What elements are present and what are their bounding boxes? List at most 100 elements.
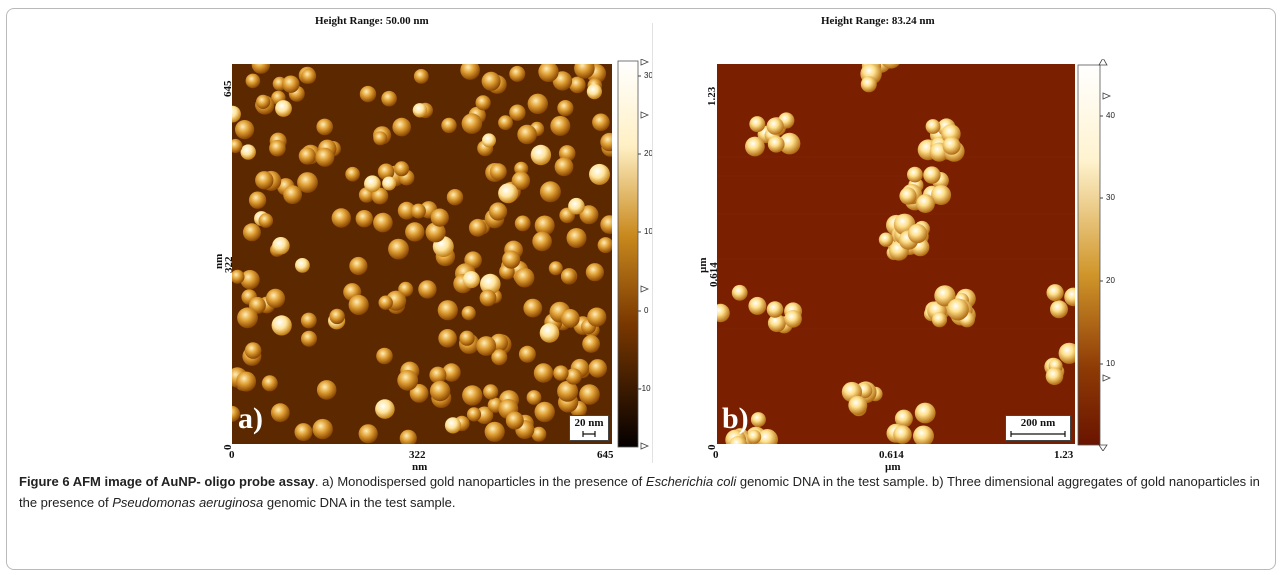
panel-a-particle <box>568 197 585 215</box>
panel-b-particle <box>748 296 767 315</box>
panel-a-particle <box>509 65 526 82</box>
panel-a-particle <box>509 104 526 121</box>
panel-a-particle <box>378 295 393 310</box>
panel-a-particle <box>256 94 271 109</box>
panel-a-particle <box>461 306 476 321</box>
panel-a-particle <box>315 147 335 167</box>
panel-a-particle <box>589 163 610 185</box>
panel-a-particle <box>505 411 524 430</box>
panel-a-particle <box>430 208 449 227</box>
panel-a-particle <box>534 215 555 236</box>
panel-a-particle <box>301 330 317 347</box>
caption-text-1: . a) Monodispersed gold nanoparticles in… <box>314 474 646 489</box>
panel-a-particle <box>261 375 278 392</box>
panel-a-particle <box>375 399 395 419</box>
panel-a-particle <box>301 68 317 84</box>
panel-a-particle <box>425 222 446 243</box>
panel-b-particle <box>750 412 766 428</box>
panel-b-x-left: 0 <box>713 449 719 461</box>
panel-a-particle <box>539 323 560 343</box>
panel-b-particle <box>907 166 923 183</box>
panel-b-particle <box>767 135 785 153</box>
panel-a-particle <box>569 76 586 94</box>
panel-a-particle <box>539 181 561 203</box>
panel-a-particle <box>561 268 577 284</box>
panel-a-particle <box>530 144 552 166</box>
panel-a-particle <box>248 191 267 209</box>
panel-a-cb-tick-10: 10 <box>644 227 653 236</box>
panel-a-particle <box>586 84 602 100</box>
panel-b-particle <box>756 429 778 444</box>
panel-b-cb-tick-40: 40 <box>1106 111 1115 120</box>
panel-a-particle <box>566 228 587 248</box>
panel-a-cb-tick-30: 30 <box>644 71 653 80</box>
panel-a-particle <box>438 329 457 348</box>
panel-a-particle <box>597 237 612 254</box>
panel-a-scale-line <box>582 431 596 437</box>
panel-b-x-right: 1.23 <box>1054 449 1074 461</box>
panel-b-particle <box>946 298 969 321</box>
panel-b-particle <box>731 284 748 301</box>
panel-a-particle <box>373 212 393 233</box>
panel-a-particle <box>394 161 410 177</box>
panel-b-particle <box>1045 367 1064 386</box>
panel-a-particle <box>282 75 300 93</box>
panel-a-particle <box>345 166 360 182</box>
panel-a-particle <box>232 138 243 154</box>
panel-b-particle <box>1050 300 1068 319</box>
panel-b-particle <box>729 436 748 444</box>
panel-b-particle <box>899 187 917 205</box>
panel-a-particle <box>538 64 559 82</box>
panel-b-particle <box>747 429 762 444</box>
panel-a-particle <box>275 100 292 117</box>
panel-a-particle <box>255 171 274 190</box>
panel-b-particle <box>916 194 935 214</box>
panel-a-particle <box>527 93 548 114</box>
panel-a-particle <box>531 426 547 442</box>
panel-a-particle <box>242 223 261 242</box>
panel-b-particle <box>925 119 941 134</box>
panel-a-particle <box>526 390 542 405</box>
panel-a-particle <box>514 267 535 288</box>
panel-b-particle <box>745 136 765 157</box>
panel-a-particle <box>459 330 475 346</box>
panel-a-particle <box>240 270 260 290</box>
panel-a-particle <box>600 132 612 152</box>
panel-a-particle <box>462 385 483 406</box>
panel-a-particle <box>444 417 462 434</box>
panel-a-particle <box>483 384 499 400</box>
panel-b-letter: b) <box>722 402 749 435</box>
panel-a-particle <box>579 384 600 405</box>
panel-a-particle <box>294 423 313 442</box>
panel-a-particle <box>429 380 451 402</box>
panel-a-particle <box>358 424 378 444</box>
panel-a-cb-tick-0: 0 <box>644 306 649 315</box>
panel-a-particle <box>476 336 497 356</box>
panel-a-particle <box>388 238 409 260</box>
panel-a-particle <box>232 269 245 284</box>
panel-b-particle <box>1064 287 1075 307</box>
panel-a-particle <box>331 208 351 228</box>
panel-a-particle <box>588 359 607 378</box>
panel-a-particle <box>371 187 389 205</box>
panel-b-colorbar <box>1077 59 1112 451</box>
panel-a-colorbar <box>617 59 650 450</box>
panel-a-particle <box>442 363 461 382</box>
panel-a-particle <box>491 349 508 366</box>
panel-a-particle <box>514 215 531 232</box>
panel-a-scale-label: 20 nm <box>574 417 604 429</box>
panel-b-scale-label: 200 nm <box>1020 417 1056 429</box>
panel-b-scale-line <box>1010 431 1066 437</box>
panel-b-particle <box>1058 342 1075 364</box>
panel-a-particle <box>533 363 554 383</box>
panel-a-particle <box>460 64 480 80</box>
panel-a-particle <box>446 189 464 206</box>
panel-a-particle <box>498 183 519 204</box>
panel-a-particle <box>429 366 447 384</box>
panel-a-particle <box>265 288 286 308</box>
panel-a-particle <box>240 144 256 160</box>
panel-a-particle <box>489 202 508 221</box>
panel-a-particle <box>482 133 496 148</box>
caption-species-2: Pseudomonas aeruginosa <box>112 495 264 510</box>
panel-a-particle <box>382 176 397 191</box>
